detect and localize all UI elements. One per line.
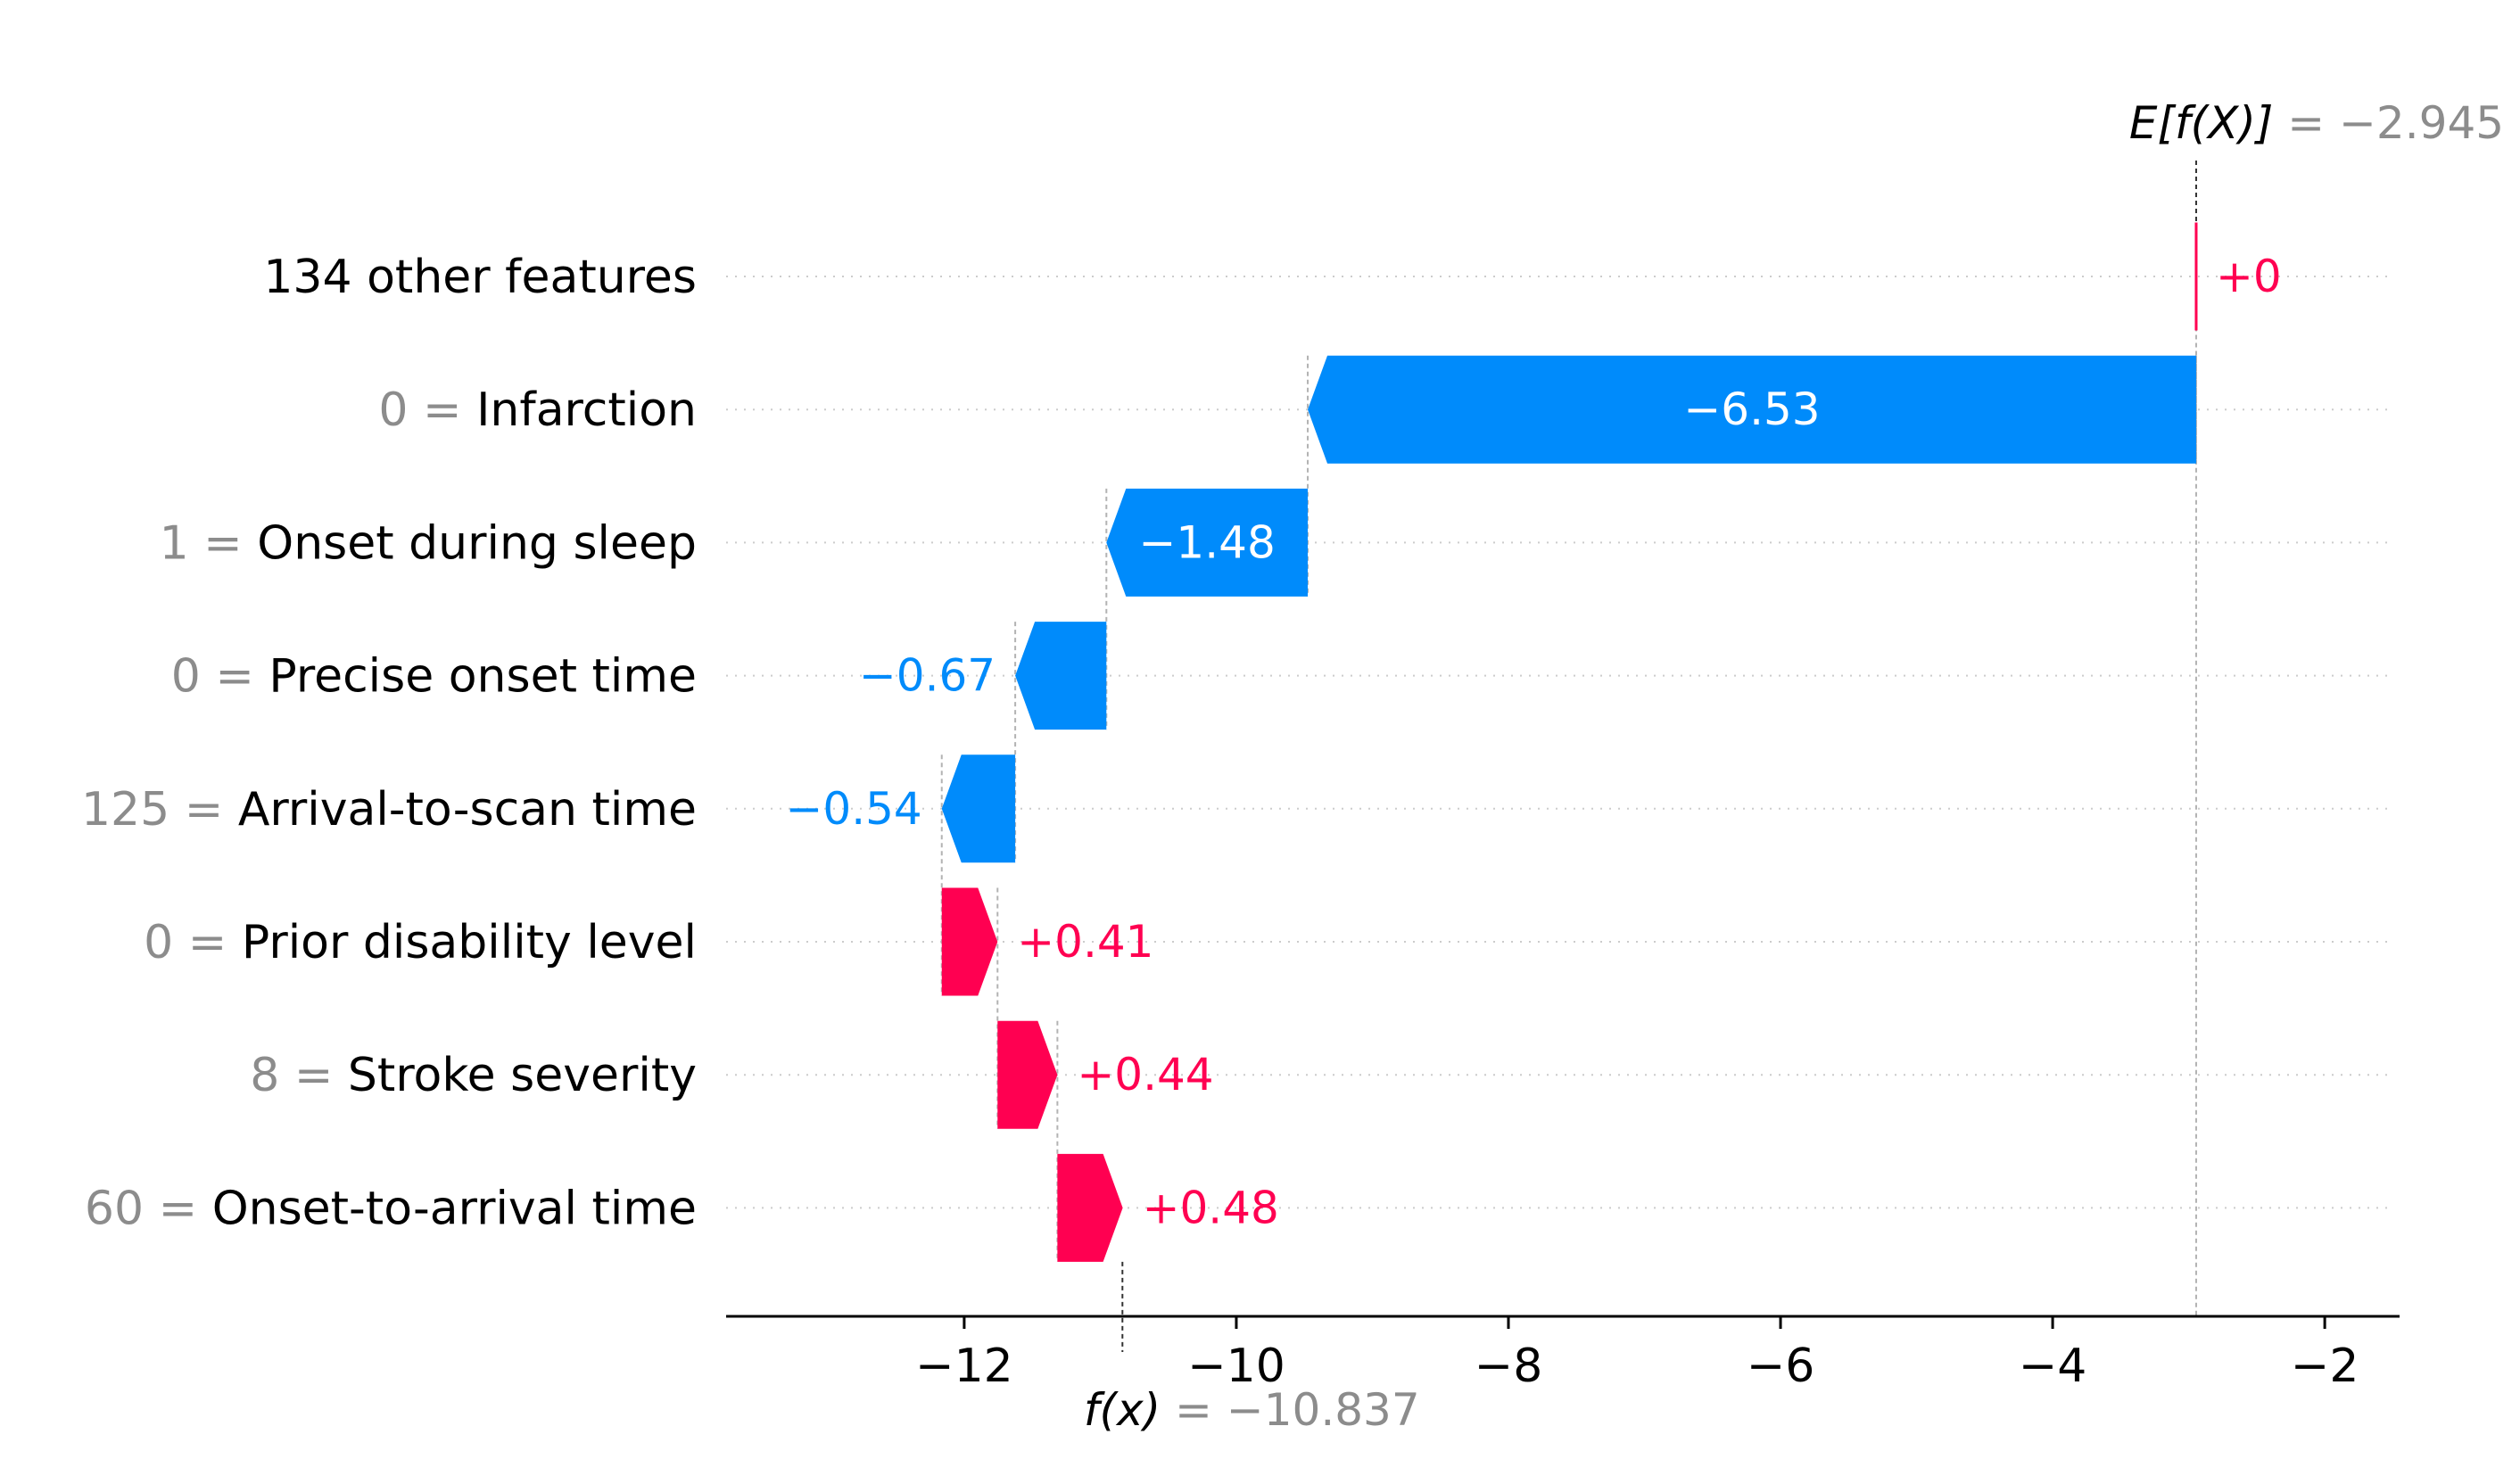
bar	[941, 887, 998, 996]
feature-label: 8 = Stroke severity	[250, 1049, 697, 1102]
bar	[1057, 1153, 1123, 1262]
base-value-number: = −2.945	[2287, 97, 2504, 149]
bar	[941, 754, 1016, 863]
feature-value: 0 =	[144, 916, 242, 969]
final-value-var: f(x)	[1084, 1384, 1175, 1436]
x-tick-label: −2	[2291, 1340, 2359, 1393]
bars	[941, 222, 2198, 1262]
base-value-var: E[f(X)]	[2129, 97, 2287, 149]
feature-name: Onset-to-arrival time	[212, 1182, 697, 1235]
bar	[1015, 622, 1107, 730]
bar-value-label: −1.48	[1139, 516, 1276, 568]
feature-label: 0 = Precise onset time	[171, 650, 697, 704]
feature-value: 8 =	[250, 1049, 348, 1102]
bar-value-label: −6.53	[1683, 383, 1820, 435]
feature-value: 0 =	[378, 383, 476, 437]
x-tick-label: −12	[915, 1340, 1013, 1393]
bar-value-label: +0.41	[1017, 916, 1153, 968]
bar	[1106, 488, 1309, 597]
x-tick-label: −6	[1747, 1340, 1815, 1393]
connector-lines	[940, 161, 2197, 1352]
x-tick-label: −4	[2019, 1340, 2087, 1393]
final-value-number: = −10.837	[1175, 1384, 1420, 1436]
feature-name: Prior disability level	[242, 916, 697, 969]
final-value-annotation: f(x) = −10.837	[1084, 1384, 1420, 1436]
feature-label: 0 = Infarction	[378, 383, 697, 437]
x-tick-label: −10	[1187, 1340, 1285, 1393]
bar-value-label: −0.54	[786, 783, 922, 835]
feature-name: 134 other features	[263, 251, 697, 304]
x-tick-label: −8	[1475, 1340, 1543, 1393]
feature-label: 60 = Onset-to-arrival time	[85, 1182, 697, 1235]
feature-name: Onset during sleep	[257, 516, 697, 570]
feature-label: 1 = Onset during sleep	[160, 516, 697, 570]
bar-value-label: +0	[2216, 251, 2282, 302]
feature-labels: 134 other features 0 = Infarction 1 = Onse…	[81, 251, 697, 1235]
feature-name: Stroke severity	[348, 1049, 697, 1102]
feature-name: Infarction	[476, 383, 697, 437]
x-axis: −12 −10 −8 −6 −4 −2	[726, 1315, 2400, 1393]
feature-value: 1 =	[160, 516, 258, 570]
feature-value: 60 =	[85, 1182, 212, 1235]
bar	[997, 1020, 1058, 1129]
feature-value: 0 =	[171, 650, 269, 704]
bar-labels: +0 −6.53 −1.48 −0.67 −0.54 +0.41 +0.44 +0.48	[786, 251, 2282, 1233]
bar	[1308, 355, 2196, 464]
feature-name: Precise onset time	[269, 650, 697, 704]
feature-label: 134 other features	[263, 251, 697, 304]
annotations: E[f(X)] = −2.945 f(x) = −10.837	[1084, 97, 2504, 1436]
bar-value-label: +0.48	[1143, 1182, 1279, 1233]
feature-label: 125 = Arrival-to-scan time	[81, 783, 697, 837]
base-value-annotation: E[f(X)] = −2.945	[2129, 97, 2504, 149]
bar-value-label: +0.44	[1077, 1049, 1213, 1101]
bar-value-label: −0.67	[859, 650, 996, 702]
feature-name: Arrival-to-scan time	[238, 783, 697, 837]
feature-label: 0 = Prior disability level	[144, 916, 697, 969]
feature-value: 125 =	[81, 783, 238, 837]
